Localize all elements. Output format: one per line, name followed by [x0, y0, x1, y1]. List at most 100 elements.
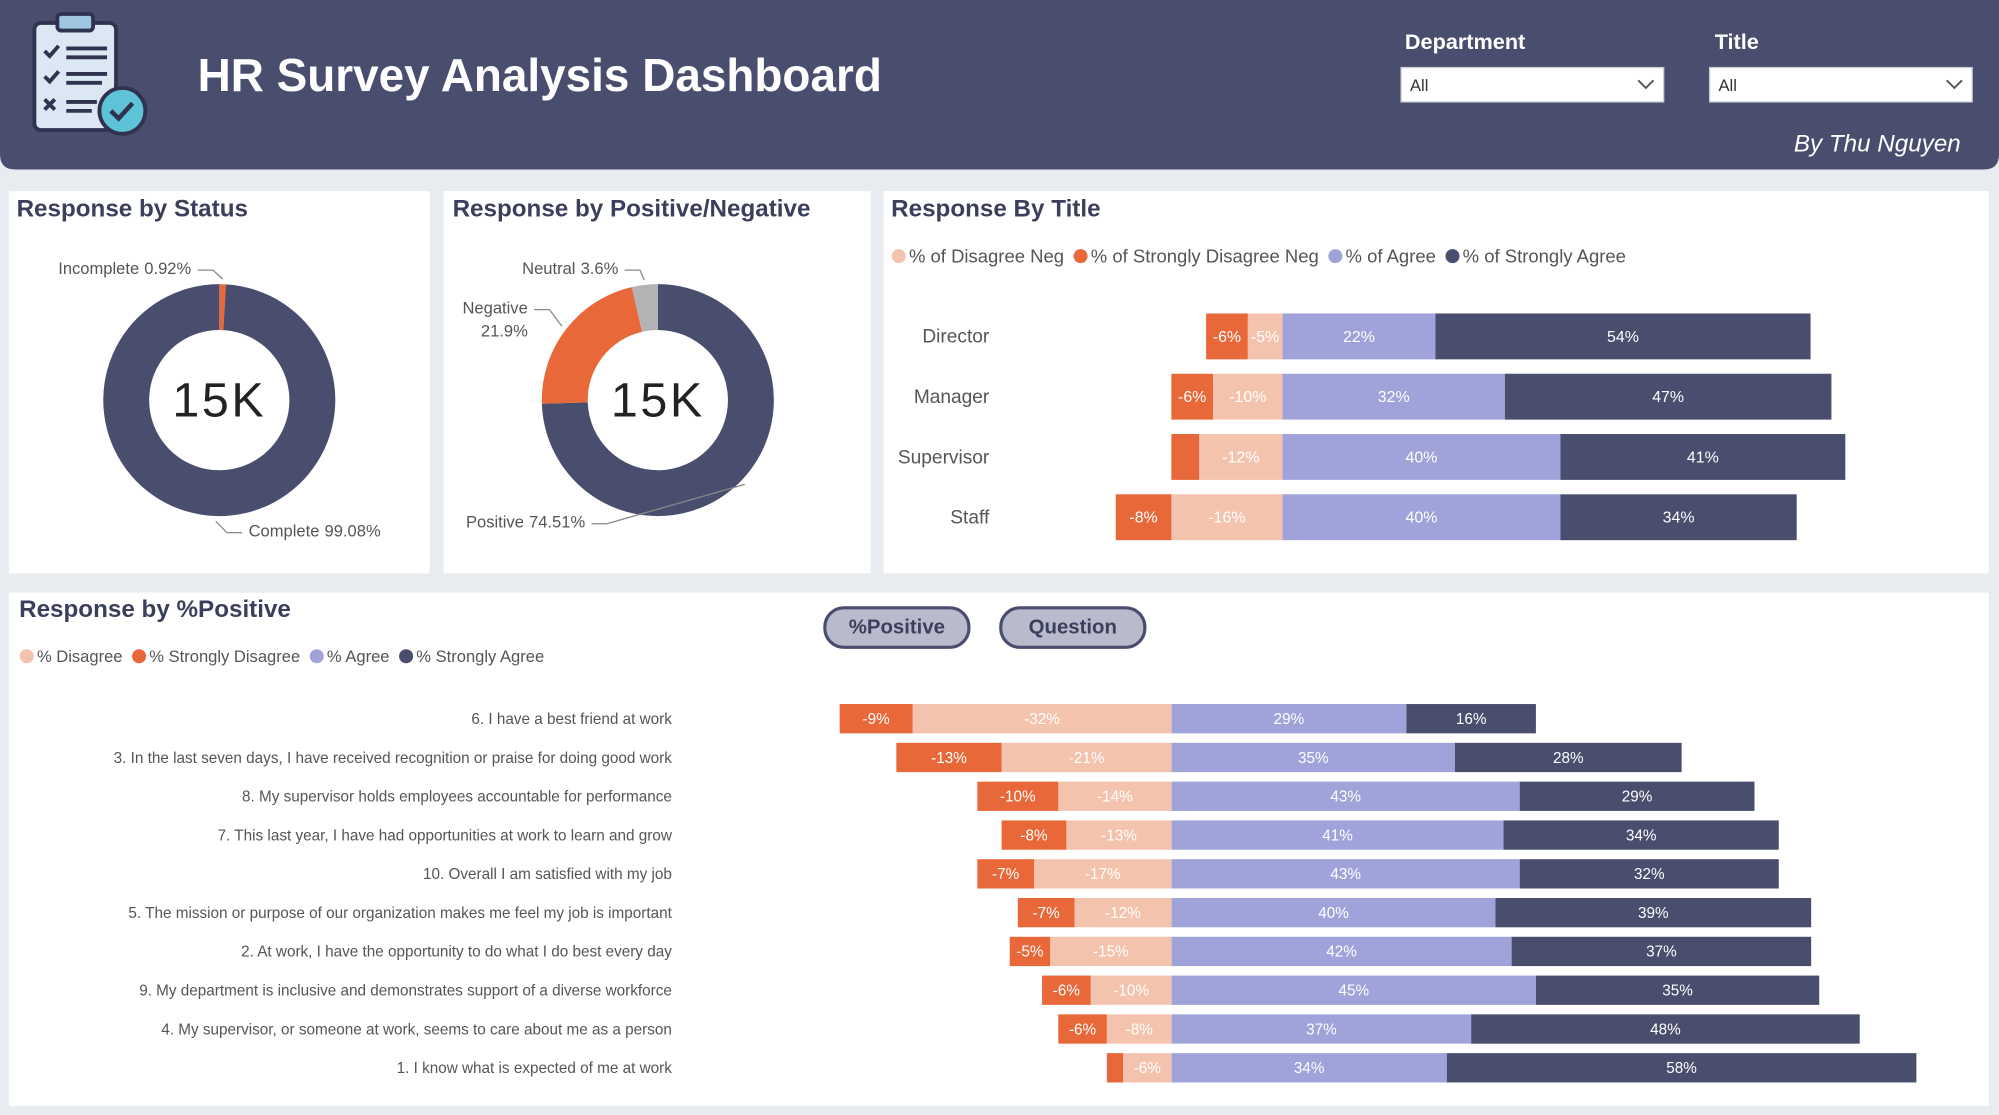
bar-segment — [1171, 704, 1407, 734]
bar-segment — [1042, 975, 1091, 1005]
data-label: 41% — [1322, 827, 1353, 844]
bar-segment — [1282, 373, 1505, 420]
data-label: -7% — [1033, 905, 1061, 922]
button[interactable] — [999, 606, 1147, 649]
slice-name: Positive — [466, 513, 524, 532]
bar-segment — [1033, 859, 1172, 889]
data-label: 34% — [1626, 827, 1657, 844]
data-label: -13% — [1101, 827, 1137, 844]
donut-slice — [631, 284, 658, 332]
bar-segment — [1471, 1014, 1860, 1044]
slice-label: Complete 99.08% — [249, 522, 381, 541]
legend-marker — [309, 649, 324, 664]
bar-segment — [1106, 1014, 1172, 1044]
data-label: 40% — [1406, 510, 1438, 527]
department-dropdown[interactable]: All — [1400, 66, 1665, 103]
data-label: -6% — [1178, 389, 1206, 406]
bar-segment — [1535, 975, 1820, 1005]
panel-title: Response by Positive/Negative — [453, 196, 811, 223]
data-label: -8% — [1126, 1021, 1154, 1038]
category-label: 7. This last year, I have had opportunit… — [218, 827, 673, 844]
data-label: 16% — [1456, 711, 1487, 728]
title-dropdown[interactable]: All — [1708, 66, 1973, 103]
data-label: 32% — [1378, 389, 1410, 406]
data-label: 37% — [1306, 1021, 1337, 1038]
bar-segment — [1206, 313, 1248, 360]
bar-segment — [977, 859, 1034, 889]
panel-title: Response by %Positive — [19, 596, 291, 623]
data-label: -8% — [1020, 827, 1048, 844]
donut-slice — [541, 287, 643, 404]
legend-label: % of Agree — [1346, 245, 1436, 266]
leader-line — [591, 483, 745, 525]
slice-name: Incomplete — [58, 260, 139, 279]
donut-slice — [541, 284, 774, 517]
dropdown-value[interactable]: All — [1410, 76, 1428, 95]
legend-marker — [132, 649, 147, 664]
header-bar — [0, 0, 1999, 170]
data-label: 34% — [1294, 1060, 1325, 1077]
bar-segment — [1001, 742, 1172, 773]
data-label: -14% — [1097, 789, 1133, 806]
slice-label: Positive 74.51% — [466, 513, 585, 532]
slice-name: Negative — [462, 299, 527, 318]
dashboard-title: HR Survey Analysis Dashboard — [198, 49, 882, 101]
slice-value: 0.92% — [144, 260, 191, 279]
data-label: -6% — [1069, 1021, 1097, 1038]
button-label[interactable]: Question — [1029, 617, 1117, 639]
bar-segment — [1504, 373, 1832, 420]
dropdown-box[interactable] — [1400, 66, 1665, 103]
data-label: 39% — [1638, 905, 1669, 922]
panel-title: Response By Title — [891, 196, 1100, 223]
filter-label: Title — [1715, 29, 1759, 54]
bar-segment — [839, 704, 913, 734]
data-label: -9% — [863, 711, 891, 728]
dropdown-box[interactable] — [1708, 66, 1973, 103]
bar-segment — [1171, 434, 1200, 480]
slice-value: 99.08% — [325, 522, 381, 541]
slice-label: Incomplete 0.92% — [58, 260, 191, 279]
category-label: 4. My supervisor, or someone at work, se… — [161, 1021, 672, 1038]
data-label: 37% — [1646, 944, 1677, 961]
data-label: -6% — [1053, 983, 1081, 1000]
data-label: 29% — [1622, 789, 1653, 806]
bar-segment — [1171, 1053, 1447, 1083]
data-label: -10% — [1000, 789, 1036, 806]
donut-slice — [103, 284, 336, 517]
data-label: 54% — [1607, 329, 1639, 346]
category-label: 5. The mission or purpose of our organiz… — [128, 905, 672, 922]
bar-segment — [1435, 313, 1811, 360]
slice-name: Neutral — [522, 260, 575, 279]
data-label: -32% — [1024, 711, 1060, 728]
button-label[interactable]: %Positive — [849, 617, 945, 639]
leader-line — [624, 269, 645, 281]
data-label: 47% — [1652, 389, 1684, 406]
leader-line — [215, 520, 243, 534]
data-label: 22% — [1343, 329, 1375, 346]
bar-segment — [1058, 1014, 1107, 1044]
bar-segment — [1171, 1014, 1472, 1044]
positive-button[interactable]: %Positive — [823, 606, 971, 649]
dropdown-value[interactable]: All — [1719, 76, 1737, 95]
data-label: -6% — [1213, 329, 1241, 346]
bar-segment — [1115, 494, 1172, 541]
data-label: -12% — [1105, 905, 1141, 922]
bar-segment — [1454, 742, 1682, 773]
bar-segment — [1495, 897, 1812, 928]
button[interactable] — [823, 606, 971, 649]
category-label: 3. In the last seven days, I have receiv… — [114, 750, 673, 767]
bar-segment — [1106, 1053, 1124, 1083]
bar-segment — [1282, 434, 1561, 480]
legend-marker — [891, 249, 906, 264]
bar-segment — [1171, 373, 1214, 420]
bar-segment — [1171, 897, 1496, 928]
data-label: -5% — [1251, 329, 1279, 346]
legend-marker — [19, 649, 34, 664]
bar-segment — [1171, 975, 1536, 1005]
question-button[interactable]: Question — [999, 606, 1147, 649]
data-label: 29% — [1274, 711, 1305, 728]
bar-segment — [977, 781, 1059, 811]
chevron[interactable] — [1637, 79, 1655, 90]
chevron[interactable] — [1946, 79, 1963, 90]
